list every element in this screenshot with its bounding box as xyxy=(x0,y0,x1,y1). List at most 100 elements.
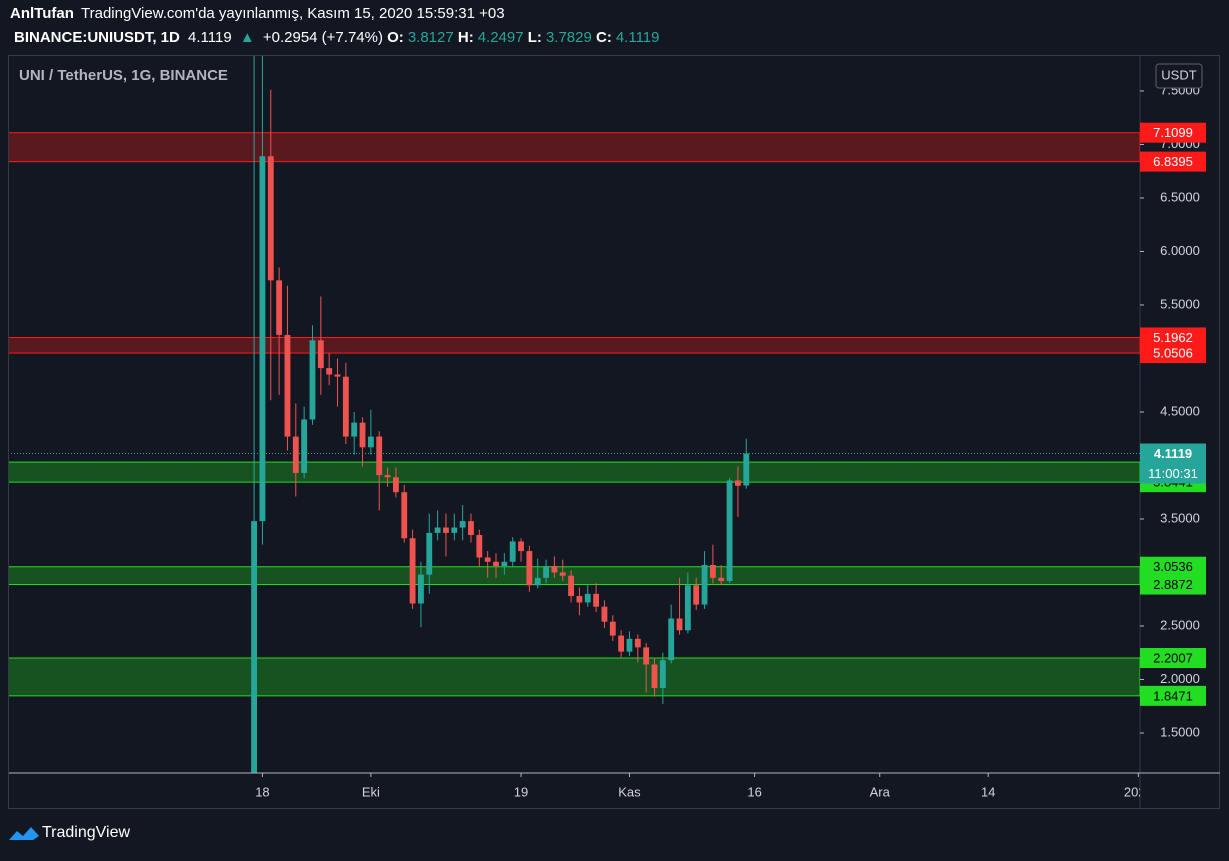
c-label: C: xyxy=(596,29,612,46)
h-label: H: xyxy=(458,29,474,46)
candle-body xyxy=(626,638,633,652)
symbol: BINANCE:UNIUSDT, 1D xyxy=(14,29,180,46)
zone-price-label: 5.0506 xyxy=(1153,345,1193,360)
countdown: 11:00:31 xyxy=(1148,466,1198,481)
zone xyxy=(9,461,1140,483)
candle-body xyxy=(259,156,266,522)
zone-price-label: 2.8872 xyxy=(1153,577,1193,592)
candle-body xyxy=(409,538,416,604)
candle-body xyxy=(584,593,591,603)
candle-body xyxy=(668,618,675,661)
candle-body xyxy=(251,521,258,773)
zone-price-box xyxy=(1140,327,1206,348)
candle-body xyxy=(284,334,291,437)
candle-body xyxy=(593,593,600,607)
c-value: 4.1119 xyxy=(616,29,660,46)
candle-body xyxy=(743,453,750,486)
candle-body xyxy=(334,374,341,377)
candle-body xyxy=(576,596,583,603)
change: +0.2954 (+7.74%) xyxy=(263,29,383,46)
candle-body xyxy=(434,527,441,533)
candle-body xyxy=(568,575,574,597)
candle-body xyxy=(634,638,641,648)
o-value: 3.8127 xyxy=(408,29,454,46)
candle-body xyxy=(734,480,741,486)
y-tick-label: 6.0000 xyxy=(1160,243,1200,258)
zone-price-label: 3.0536 xyxy=(1153,559,1193,574)
candle-body xyxy=(401,492,408,539)
candle-body xyxy=(367,436,374,448)
x-tick-label: Ara xyxy=(870,784,891,799)
last-price: 4.1119 xyxy=(188,29,232,46)
zone-price-box xyxy=(1140,685,1206,706)
y-tick-label: 2.0000 xyxy=(1160,671,1200,686)
logo xyxy=(9,827,39,840)
candle-body xyxy=(618,635,625,652)
candle-body xyxy=(501,561,508,567)
candle-body xyxy=(301,419,308,473)
candle-body xyxy=(443,527,449,533)
l-value: 3.7829 xyxy=(546,29,592,46)
x-tick-label: 19 xyxy=(514,784,528,799)
candle-body xyxy=(292,436,299,473)
candle-body xyxy=(493,561,499,567)
candle-body xyxy=(426,532,433,575)
zone-price-box xyxy=(1140,648,1206,669)
candle-body xyxy=(559,572,566,576)
zone-price-label: 2.2007 xyxy=(1153,650,1193,665)
candle-body xyxy=(651,664,658,689)
candle-body xyxy=(476,535,483,558)
candle-body xyxy=(551,566,558,573)
candle-body xyxy=(684,585,691,631)
candle-body xyxy=(267,156,274,281)
symbol-line: BINANCE:UNIUSDT, 1D 4.1119 ▲ +0.2954 (+7… xyxy=(14,29,659,46)
candle-body xyxy=(309,340,316,420)
y-tick-label: 4.5000 xyxy=(1160,403,1200,418)
candle-body xyxy=(534,577,541,586)
y-tick-label: 1.5000 xyxy=(1160,724,1200,739)
candle-body xyxy=(384,475,391,478)
up-arrow: ▲ xyxy=(240,29,255,46)
candle-body xyxy=(326,368,333,375)
candle-body xyxy=(451,527,458,533)
candle-body xyxy=(676,618,683,631)
zone xyxy=(9,657,1140,697)
candle-body xyxy=(351,422,358,437)
zone-price-label: 1.8471 xyxy=(1153,688,1193,703)
candle-body xyxy=(359,422,366,448)
y-tick-label: 5.5000 xyxy=(1160,296,1200,311)
zone-price-box xyxy=(1140,151,1206,172)
x-tick-label: 2021 xyxy=(1124,784,1153,799)
candle-body xyxy=(468,521,474,536)
last-price-label: 4.1119 xyxy=(1154,446,1192,461)
zone-price-label: 6.8395 xyxy=(1153,154,1193,169)
brand: TradingView xyxy=(42,824,130,841)
published: TradingView.com'da yayınlanmış, Kasım 15… xyxy=(81,5,505,22)
zone xyxy=(9,132,1140,163)
o-label: O: xyxy=(387,29,404,46)
h-value: 4.2497 xyxy=(478,29,524,46)
last-price-box xyxy=(1140,443,1206,484)
author: AnlTufan xyxy=(10,5,74,22)
x-tick-label: 16 xyxy=(747,784,761,799)
currency-box xyxy=(1155,63,1203,89)
x-tick-label: 18 xyxy=(255,784,269,799)
candle-body xyxy=(701,564,708,605)
candle-body xyxy=(601,606,608,622)
candle-body xyxy=(718,577,725,582)
candle-body xyxy=(659,660,666,689)
candle-body xyxy=(418,574,424,604)
y-tick-label: 2.5000 xyxy=(1160,617,1200,632)
y-tick-label: 3.5000 xyxy=(1160,510,1200,525)
candle-body xyxy=(376,436,383,476)
x-tick-label: Eki xyxy=(362,784,380,799)
y-tick-label: 6.5000 xyxy=(1160,189,1200,204)
candle-body xyxy=(543,566,549,578)
zone-price-box xyxy=(1140,343,1206,364)
candle-body xyxy=(609,621,616,636)
candle-body xyxy=(392,477,399,493)
candle-body xyxy=(317,340,324,369)
chart-title: UNI / TetherUS, 1G, BINANCE xyxy=(19,67,228,84)
l-label: L: xyxy=(528,29,542,46)
